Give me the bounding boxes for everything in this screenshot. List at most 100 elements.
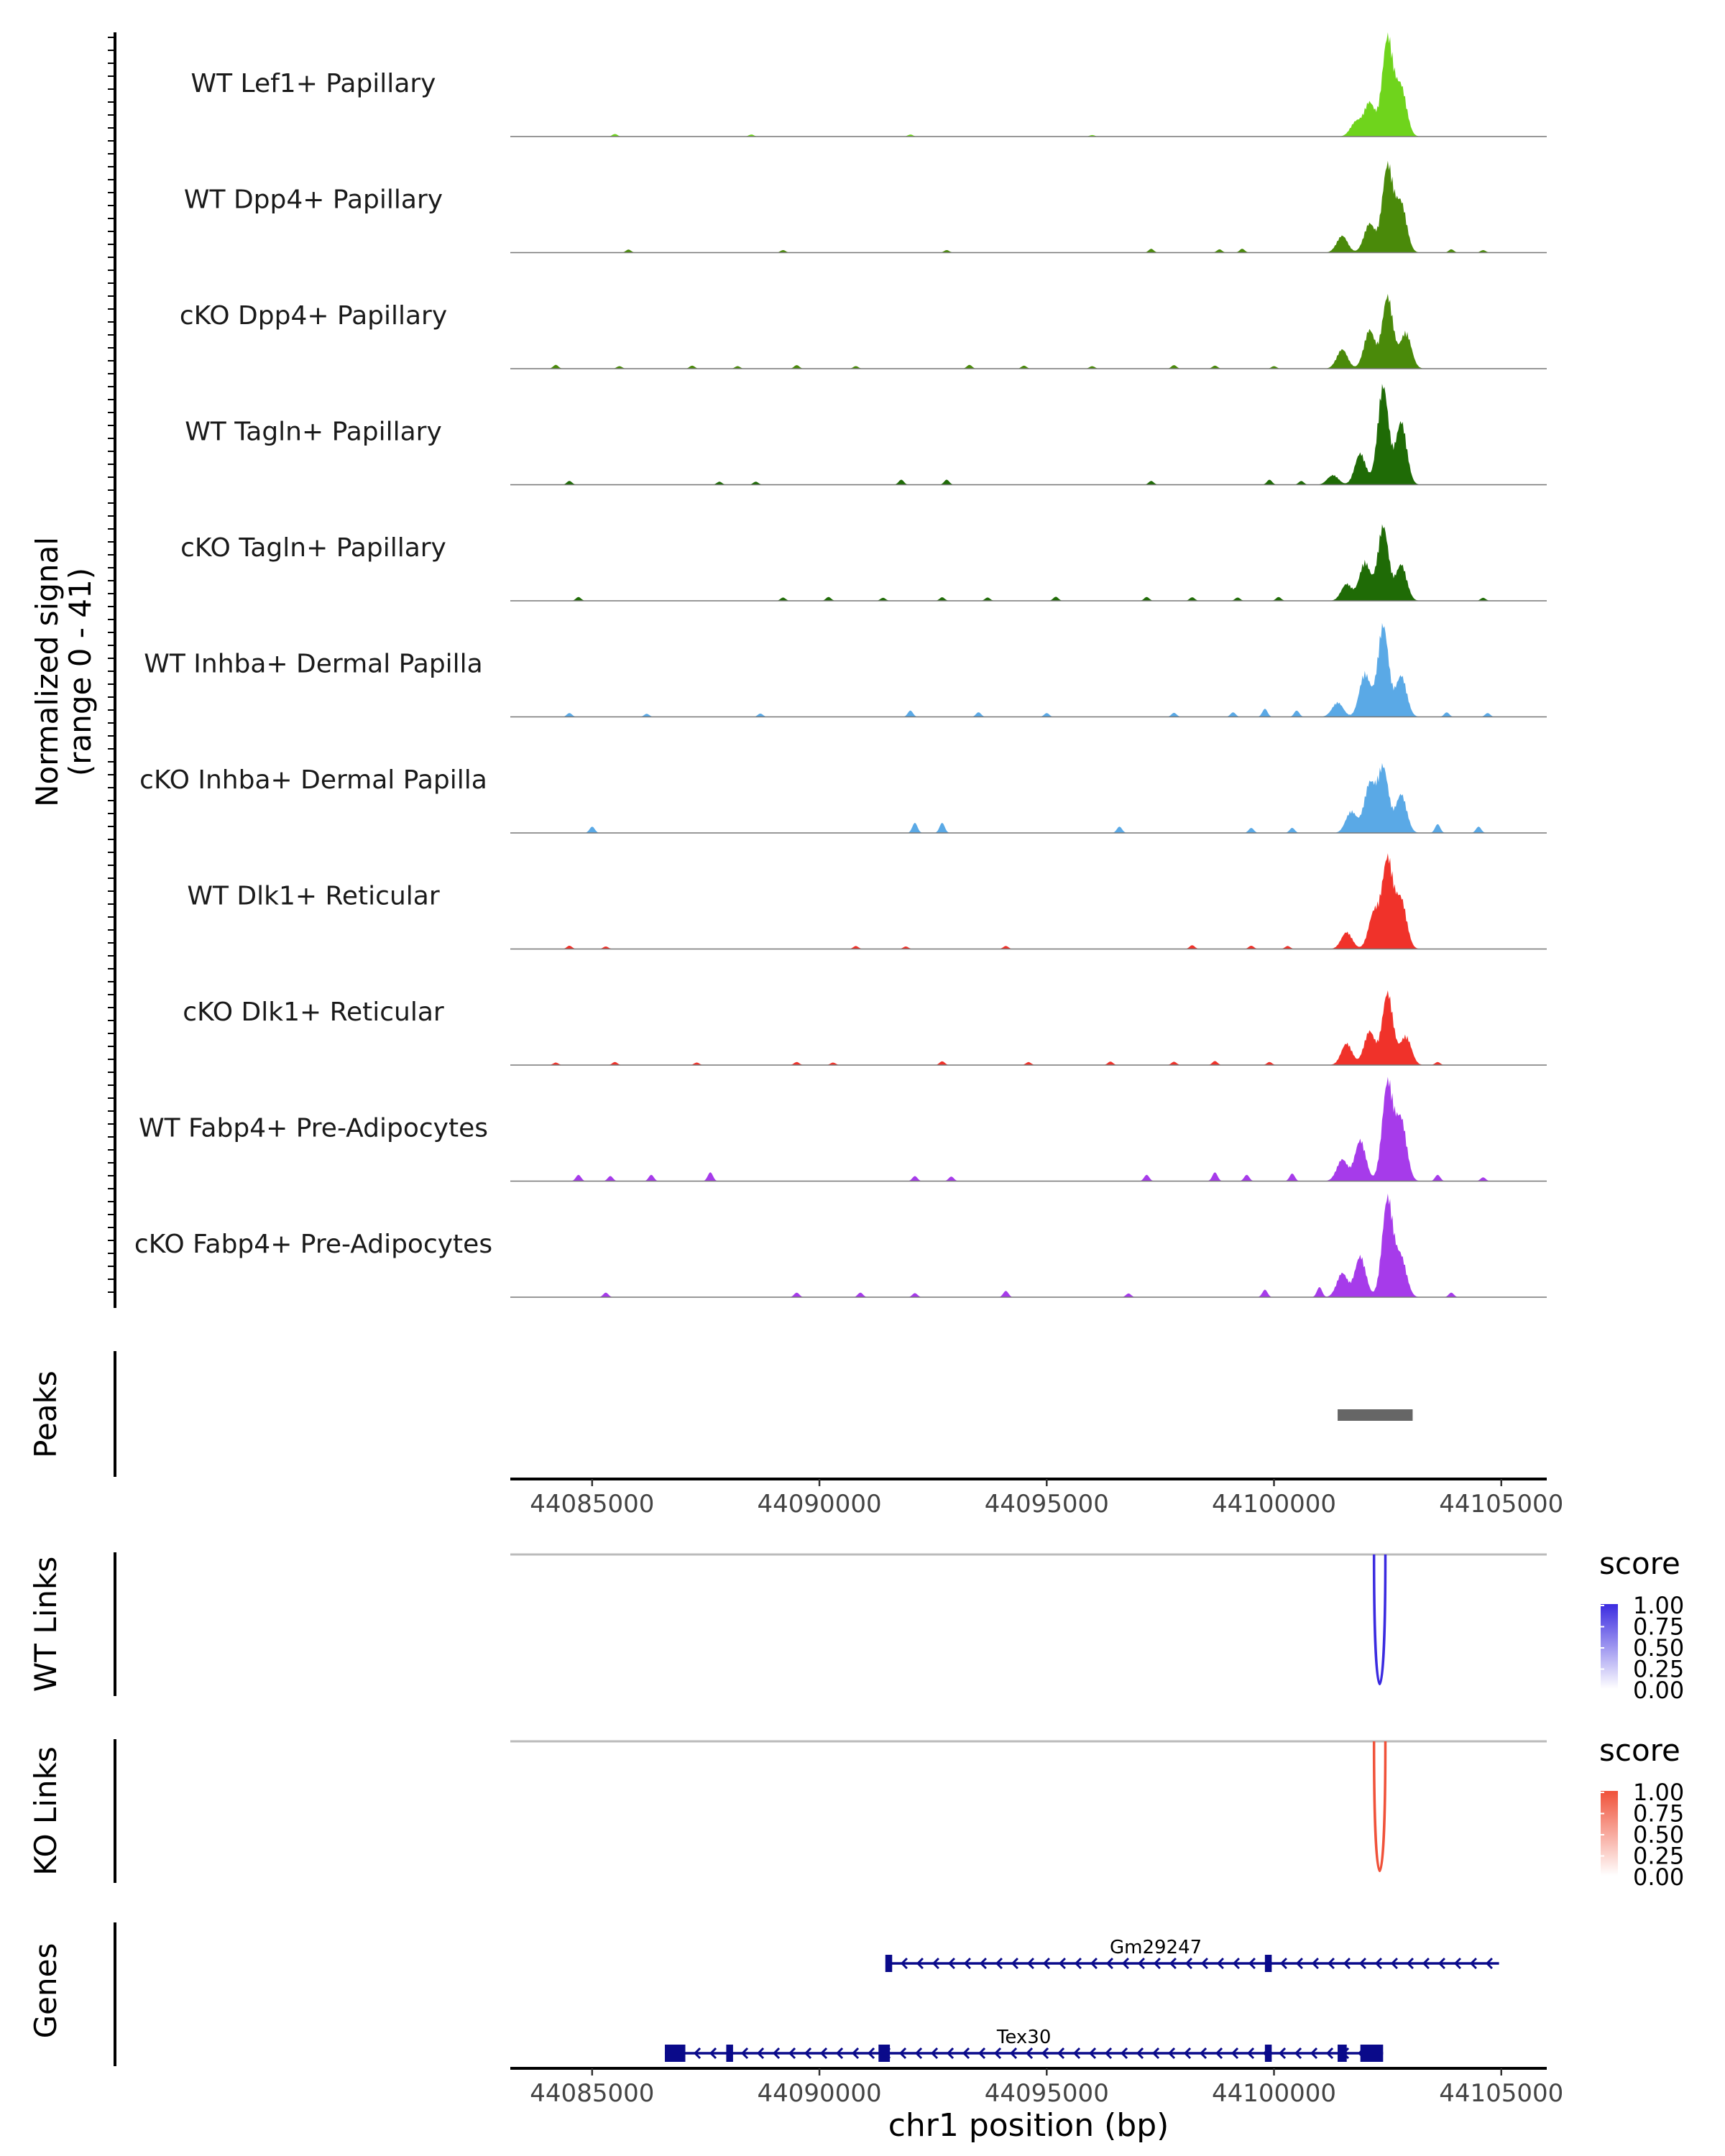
coverage-area (510, 1193, 1547, 1297)
strand-arrow (1153, 1957, 1162, 1970)
strand-arrow (993, 2047, 1002, 2060)
gene-exon (1264, 2045, 1272, 2062)
strand-arrow (1453, 1957, 1462, 1970)
coverage-area (510, 32, 1547, 137)
strand-arrow (1169, 1957, 1177, 1970)
x-tick-label: 44090000 (758, 1490, 882, 1519)
gene-exon (1360, 2045, 1384, 2062)
strand-arrow (1183, 2047, 1192, 2060)
track-label: WT Tagln+ Papillary (185, 418, 442, 447)
gene-exon (726, 2045, 733, 2062)
genes-ylabel: Genes (28, 1943, 63, 2039)
strand-arrow (1278, 2047, 1287, 2060)
coverage-area (510, 763, 1547, 833)
legend-colorbar (1601, 1791, 1618, 1876)
strand-arrow (946, 2047, 954, 2060)
strand-arrow (1422, 1957, 1430, 1970)
gene-transcript: Gm29247 (885, 1937, 1499, 1972)
peaks-panel: Peaks 44085000 44090000 44095000 44100000 44… (28, 1351, 1563, 1519)
gene-exon (665, 2045, 686, 2062)
strand-arrow (819, 2047, 828, 2060)
coverage-track: cKO Dlk1+ Reticular (183, 990, 1547, 1066)
strand-arrow (1469, 1957, 1478, 1970)
strand-arrow (1137, 1957, 1146, 1970)
strand-arrow (914, 2047, 923, 2060)
peaks-x-ticks: 44085000 44090000 44095000 44100000 44105000 (530, 1479, 1563, 1519)
strand-arrow (1105, 1957, 1114, 1970)
strand-arrow (930, 2047, 939, 2060)
coverage-track: cKO Tagln+ Papillary (180, 524, 1547, 602)
strand-arrow (978, 2047, 986, 2060)
strand-arrow (1438, 1957, 1446, 1970)
coverage-area (510, 853, 1547, 949)
strand-arrow (1311, 1957, 1320, 1970)
legend-tick-label: 0.00 (1633, 1677, 1684, 1704)
x-tick-label: 44085000 (530, 1490, 654, 1519)
gene-name-label: Gm29247 (1110, 1937, 1202, 1958)
coverage-track: WT Inhba+ Dermal Papilla (144, 622, 1547, 718)
x-tick-label: 44090000 (758, 2079, 882, 2108)
track-label: WT Dlk1+ Reticular (187, 882, 439, 911)
x-tick-label: 44105000 (1439, 2079, 1563, 2108)
links-ylabel: KO Links (28, 1746, 63, 1876)
track-label: cKO Fabp4+ Pre-Adipocytes (134, 1230, 492, 1259)
strand-arrow (947, 1957, 956, 1970)
x-tick-label: 44100000 (1212, 2079, 1336, 2108)
strand-arrow (1216, 1957, 1225, 1970)
track-label: WT Dpp4+ Papillary (184, 185, 443, 215)
legend-title: score (1599, 1733, 1680, 1768)
strand-arrow (867, 2047, 875, 2060)
legend-tick-label: 0.25 (1633, 1656, 1684, 1683)
strand-arrow (1090, 1957, 1098, 1970)
strand-arrow (1120, 2047, 1128, 2060)
coverage-ylabel-line2: (range 0 - 41) (63, 568, 98, 776)
strand-arrow (1295, 1957, 1304, 1970)
links-panel: KO Links score 1.000.750.500.250.00 (28, 1733, 1684, 1891)
x-tick-label: 44095000 (985, 1490, 1109, 1519)
strand-arrow (1230, 2047, 1239, 2060)
strand-arrow (851, 2047, 860, 2060)
coverage-tracks: WT Lef1+ Papillary WT Dpp4+ Papillary cKO … (134, 32, 1547, 1298)
strand-arrow (1200, 1957, 1209, 1970)
coverage-track: cKO Inhba+ Dermal Papilla (139, 763, 1547, 834)
strand-arrow (1026, 1957, 1035, 1970)
track-label: cKO Tagln+ Papillary (180, 533, 446, 563)
strand-arrow (1279, 1957, 1288, 1970)
strand-arrow (1232, 1957, 1241, 1970)
strand-arrow (916, 1957, 924, 1970)
strand-arrow (979, 1957, 988, 1970)
legend-title: score (1599, 1546, 1680, 1581)
strand-arrow (1325, 2047, 1334, 2060)
strand-arrow (709, 2047, 717, 2060)
strand-arrow (1011, 1957, 1019, 1970)
strand-arrow (1042, 1957, 1051, 1970)
x-tick-label: 44100000 (1212, 1490, 1336, 1519)
strand-arrow (1310, 2047, 1318, 2060)
strand-arrow (1248, 1957, 1256, 1970)
track-label: WT Lef1+ Papillary (191, 69, 436, 98)
strand-arrow (1058, 1957, 1067, 1970)
track-label: WT Fabp4+ Pre-Adipocytes (139, 1114, 488, 1143)
link-arc (1372, 1554, 1387, 1685)
legend-tick-label: 0.50 (1633, 1634, 1684, 1662)
coverage-track: WT Dlk1+ Reticular (187, 853, 1547, 950)
strand-arrow (995, 1957, 1003, 1970)
track-label: cKO Dlk1+ Reticular (183, 998, 444, 1027)
gene-models: Gm29247 Tex30 (665, 1937, 1499, 2062)
peaks-ylabel: Peaks (28, 1370, 63, 1458)
strand-arrow (1485, 1957, 1494, 1970)
strand-arrow (1104, 2047, 1113, 2060)
strand-arrow (1406, 1957, 1414, 1970)
strand-arrow (1215, 2047, 1223, 2060)
coverage-area (510, 160, 1547, 253)
strand-arrow (1343, 1957, 1351, 1970)
coverage-area (510, 990, 1547, 1065)
track-label: cKO Inhba+ Dermal Papilla (139, 765, 487, 795)
strand-arrow (1358, 1957, 1367, 1970)
track-label: cKO Dpp4+ Papillary (180, 301, 447, 331)
strand-arrow (1136, 2047, 1144, 2060)
coverage-track: WT Fabp4+ Pre-Adipocytes (139, 1077, 1547, 1182)
strand-arrow (788, 2047, 796, 2060)
strand-arrow (1390, 1957, 1399, 1970)
